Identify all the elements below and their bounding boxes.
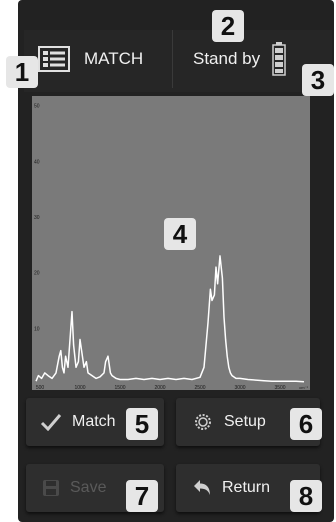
y-tick-label: 10 xyxy=(34,326,40,332)
gear-icon xyxy=(195,414,211,430)
checkmark-icon xyxy=(40,414,62,431)
status-label: Stand by xyxy=(193,49,261,68)
callout-badge-3: 3 xyxy=(302,64,334,96)
match-label: Match xyxy=(72,413,116,430)
y-tick-label: 30 xyxy=(34,215,40,221)
battery-icon xyxy=(272,42,286,76)
callout-badge-5: 5 xyxy=(126,408,158,440)
callout-badge-1: 1 xyxy=(6,56,38,88)
save-label: Save xyxy=(70,479,107,496)
x-tick-label: 2000 xyxy=(154,385,165,390)
x-tick-label: 500 xyxy=(36,385,45,390)
mode-match-button[interactable]: MATCH xyxy=(38,30,178,88)
spectrum-chart: 10 20 30 40 50 500 1000 1500 2000 2500 3000 3500 cm… xyxy=(32,96,310,390)
callout-badge-2: 2 xyxy=(212,10,244,42)
return-arrow-icon xyxy=(194,480,210,495)
setup-label: Setup xyxy=(224,413,266,430)
callout-badge-6: 6 xyxy=(290,408,322,440)
list-icon xyxy=(38,46,70,72)
x-tick-label: 1500 xyxy=(114,385,125,390)
floppy-disk-icon xyxy=(43,480,59,496)
mode-label: MATCH xyxy=(84,49,144,68)
callout-badge-4: 4 xyxy=(164,218,196,250)
y-tick-label: 40 xyxy=(34,159,40,165)
status-indicator: Stand by xyxy=(172,30,322,88)
callout-badge-7: 7 xyxy=(126,480,158,512)
x-unit-label: cm⁻¹ xyxy=(299,385,308,390)
x-tick-label: 1000 xyxy=(74,385,85,390)
spectrum-trace xyxy=(35,255,305,383)
header-bar: MATCH Stand by xyxy=(24,30,332,92)
y-tick-label: 20 xyxy=(34,271,40,277)
x-tick-label: 2500 xyxy=(194,385,205,390)
y-tick-label: 50 xyxy=(34,104,40,110)
return-label: Return xyxy=(222,479,271,496)
x-tick-label: 3000 xyxy=(234,385,245,390)
callout-badge-8: 8 xyxy=(290,480,322,512)
x-tick-label: 3500 xyxy=(274,385,285,390)
